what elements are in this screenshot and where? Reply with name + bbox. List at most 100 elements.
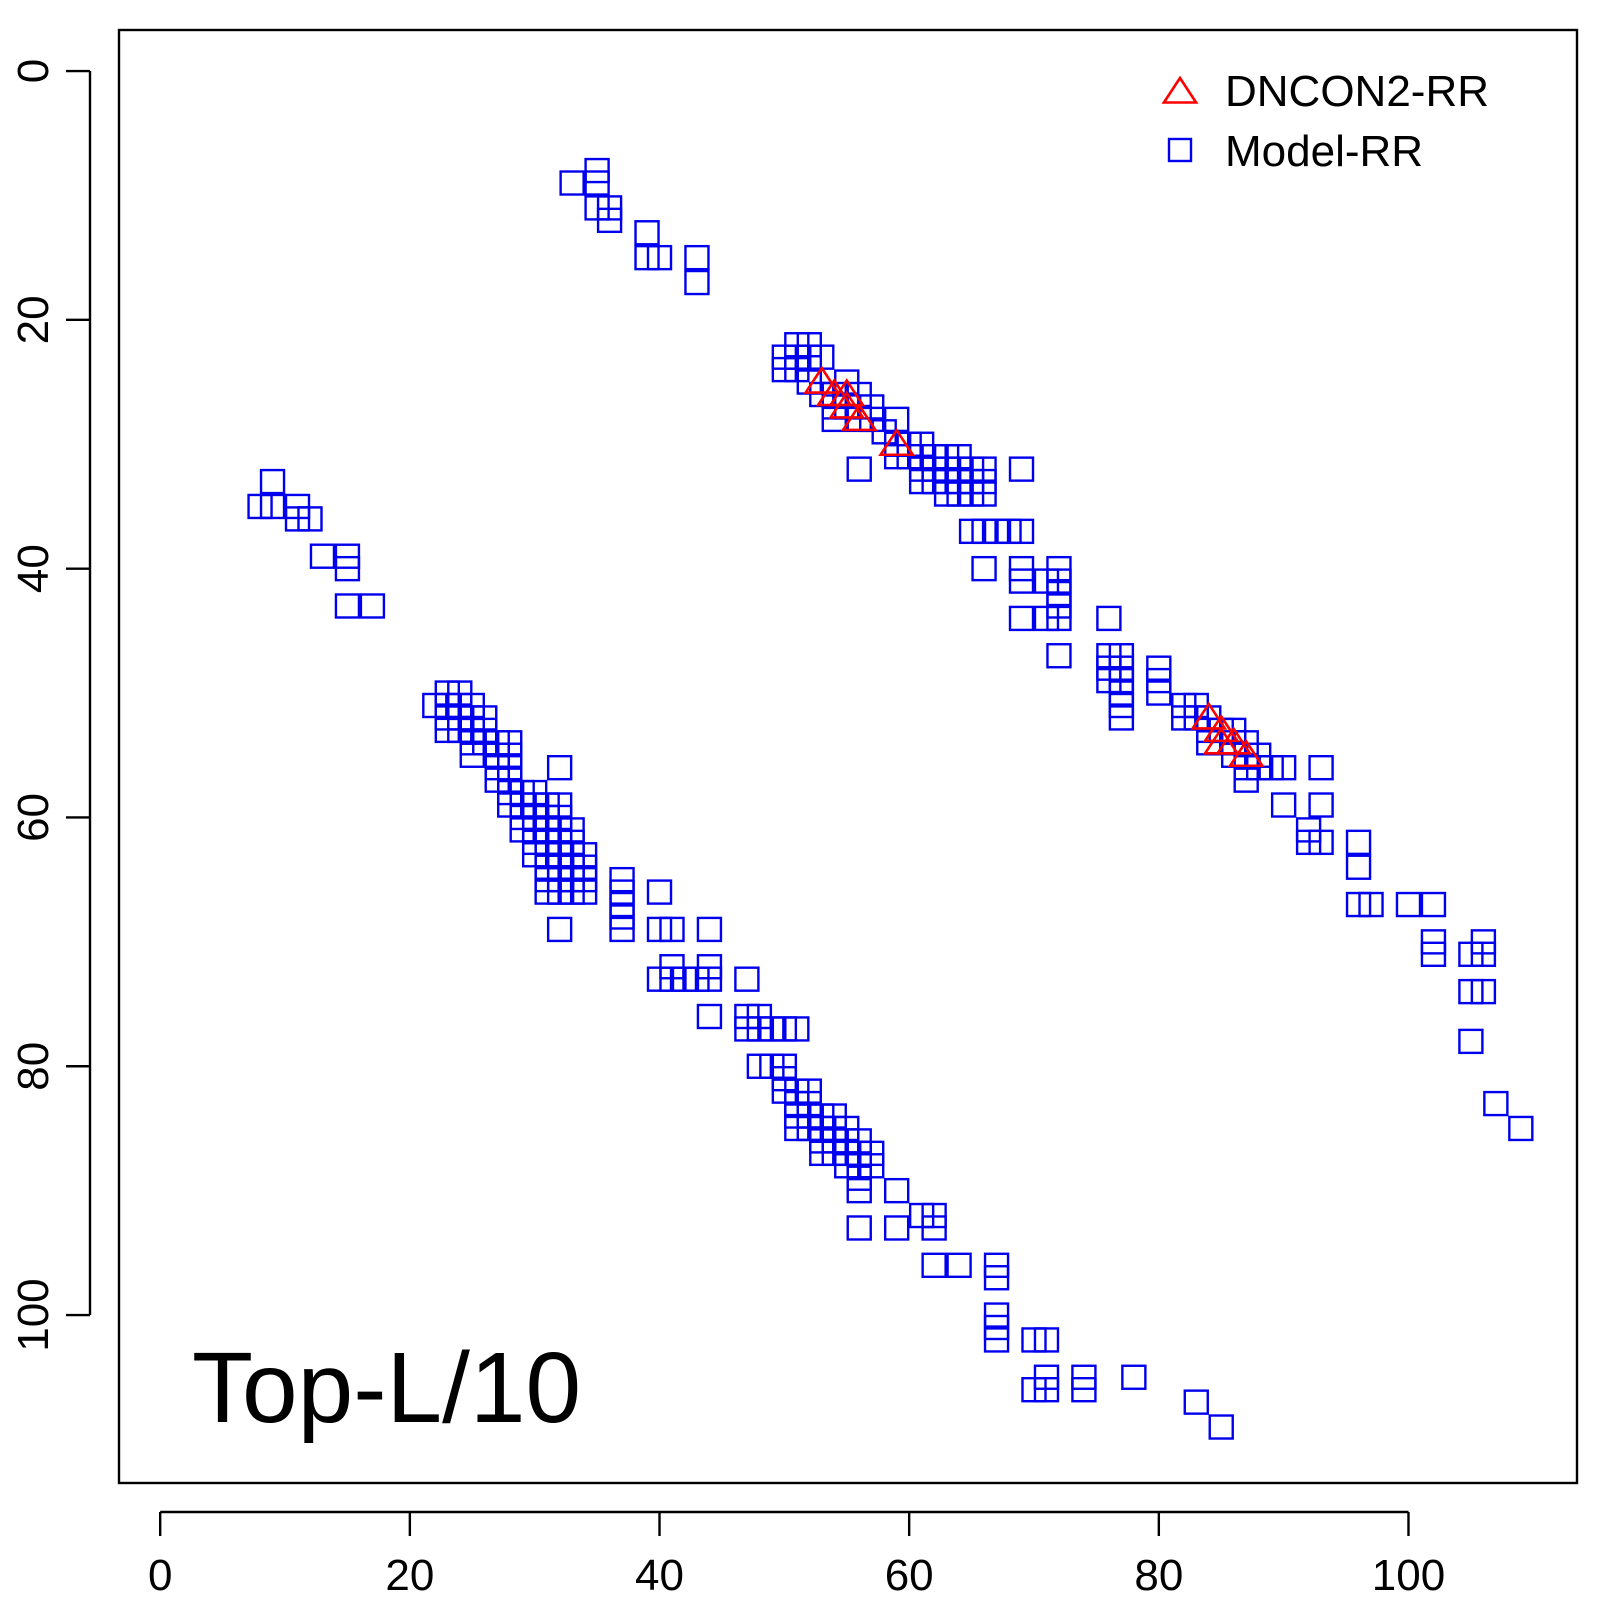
square-point <box>1008 605 1035 632</box>
series-model-rr <box>247 157 1534 1440</box>
square-point <box>1033 1327 1060 1353</box>
square-point <box>1096 605 1122 632</box>
square-point <box>659 916 685 943</box>
square-point <box>846 1215 872 1241</box>
triangle-point <box>1202 714 1240 743</box>
square-point <box>1008 518 1035 545</box>
square-point <box>259 493 286 520</box>
square-point <box>359 593 386 619</box>
square-point <box>1420 941 1447 967</box>
square-point <box>334 555 361 582</box>
legend-label: Model-RR <box>1225 127 1423 176</box>
legend-triangle-icon <box>1161 75 1199 104</box>
square-point <box>609 916 635 943</box>
square-point <box>334 593 361 619</box>
square-point <box>846 1177 872 1204</box>
triangle-point <box>803 365 841 394</box>
square-point <box>259 468 286 495</box>
square-point <box>971 555 997 582</box>
y-axis: 0 20 40 60 80 100 <box>9 59 92 1352</box>
square-point <box>883 1177 910 1204</box>
legend-label: DNCON2-RR <box>1225 67 1489 116</box>
square-point <box>1420 891 1447 918</box>
square-point <box>1183 1389 1209 1415</box>
square-point <box>596 207 623 234</box>
square-point <box>846 456 872 482</box>
square-point <box>784 1016 810 1042</box>
square-point <box>1146 680 1172 706</box>
square-point <box>1395 891 1422 918</box>
square-point <box>1008 456 1035 482</box>
square-point <box>1270 754 1297 781</box>
square-point <box>1345 854 1372 880</box>
square-point <box>297 506 323 532</box>
square-point <box>571 879 598 905</box>
triangle-point <box>1190 701 1228 730</box>
square-point <box>1308 792 1334 818</box>
square-point <box>584 170 610 196</box>
square-point <box>1358 891 1384 918</box>
legend-square-icon <box>1167 137 1193 163</box>
square-point <box>546 754 573 781</box>
triangle-point <box>878 427 916 457</box>
triangle-point <box>1227 738 1265 768</box>
square-point <box>983 1265 1010 1291</box>
square-point <box>1308 754 1334 781</box>
square-point <box>983 1327 1010 1353</box>
square-point <box>971 481 997 507</box>
square-point <box>1270 792 1297 818</box>
square-point <box>921 1215 947 1241</box>
square-point <box>1008 568 1035 594</box>
square-point <box>459 742 485 768</box>
square-point <box>1033 1376 1060 1403</box>
y-tick-label: 40 <box>9 544 58 593</box>
x-tick-label: 100 <box>1372 1551 1445 1600</box>
triangle-point <box>828 390 866 419</box>
square-point <box>1046 643 1072 669</box>
panel-annotation: Top-L/10 <box>192 1332 581 1444</box>
x-tick-label: 40 <box>635 1551 684 1600</box>
square-point <box>696 916 723 943</box>
square-point <box>646 879 673 905</box>
square-point <box>546 916 573 943</box>
square-point <box>734 966 760 992</box>
y-tick-label: 80 <box>9 1042 58 1091</box>
triangle-point <box>1215 726 1253 755</box>
square-point <box>921 1252 947 1278</box>
square-point <box>1470 978 1497 1005</box>
y-tick-label: 100 <box>9 1278 58 1351</box>
series-dncon2-rr <box>803 365 1265 768</box>
square-point <box>1121 1364 1147 1390</box>
x-tick-label: 80 <box>1134 1551 1183 1600</box>
square-point <box>646 244 673 271</box>
triangle-point <box>840 403 878 432</box>
square-point <box>1108 705 1135 731</box>
square-point <box>696 966 723 992</box>
square-point <box>1046 605 1072 632</box>
square-point <box>1071 1376 1097 1403</box>
square-point <box>1508 1115 1534 1142</box>
square-point <box>634 220 660 246</box>
x-tick-label: 60 <box>885 1551 934 1600</box>
square-point <box>309 543 336 569</box>
triangle-point <box>828 378 866 407</box>
legend: DNCON2-RR Model-RR <box>1161 67 1489 176</box>
x-axis: 0 20 40 60 80 100 <box>148 1510 1445 1600</box>
square-point <box>684 269 710 296</box>
square-point <box>1208 1414 1234 1440</box>
data-points <box>247 157 1534 1440</box>
square-point <box>946 1252 972 1278</box>
plot-area-border <box>117 28 1579 1485</box>
square-point <box>696 1003 723 1030</box>
square-point <box>684 244 710 271</box>
y-tick-label: 20 <box>9 295 58 344</box>
square-point <box>559 170 585 196</box>
square-point <box>1308 829 1334 856</box>
square-point <box>1345 829 1372 856</box>
y-tick-label: 60 <box>9 793 58 842</box>
square-point <box>1470 941 1497 967</box>
x-tick-label: 0 <box>148 1551 172 1600</box>
y-tick-label: 0 <box>9 59 58 83</box>
square-point <box>883 1215 910 1241</box>
